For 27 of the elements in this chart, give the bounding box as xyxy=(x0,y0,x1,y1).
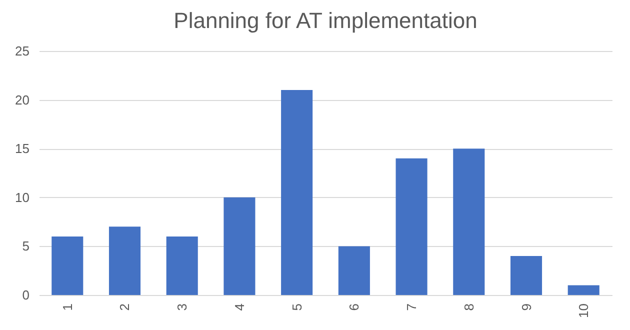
bar xyxy=(108,226,141,295)
y-tick-label: 5 xyxy=(22,238,30,254)
bar xyxy=(568,285,600,295)
x-tick-label: 5 xyxy=(289,304,304,311)
bar xyxy=(281,90,313,295)
bar xyxy=(52,236,84,295)
bar xyxy=(338,246,370,295)
bar xyxy=(224,197,256,295)
y-tick-label: 15 xyxy=(15,141,30,156)
y-tick-label: 0 xyxy=(22,288,30,302)
x-tick-label: 9 xyxy=(518,304,534,311)
y-tick-label: 25 xyxy=(15,44,30,58)
bar xyxy=(396,158,428,295)
x-tick-label: 2 xyxy=(117,304,132,311)
bar xyxy=(166,236,198,295)
x-tick-label: 1 xyxy=(60,304,75,311)
x-tick-label: 8 xyxy=(461,304,476,311)
bar xyxy=(510,256,542,295)
chart-title: Planning for AT implementation xyxy=(174,8,478,33)
x-tick-label: 6 xyxy=(346,304,362,311)
y-tick-label: 10 xyxy=(15,190,30,205)
x-tick-label: 10 xyxy=(576,304,592,318)
x-tick-label: 4 xyxy=(232,304,247,311)
y-tick-label: 20 xyxy=(15,92,30,108)
bar xyxy=(453,148,485,295)
x-tick-label: 3 xyxy=(174,304,190,311)
x-tick-label: 7 xyxy=(404,304,420,311)
